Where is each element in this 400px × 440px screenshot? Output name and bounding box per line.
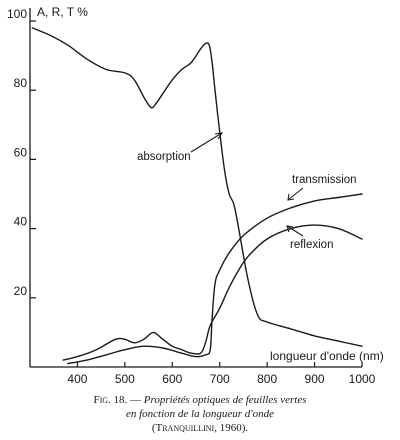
transmission-curve <box>67 193 363 365</box>
x-tick-label-600: 600 <box>162 372 182 386</box>
chart-ticks: 400 500 600 700 800 900 1000 20 40 60 80 100 <box>7 7 376 386</box>
x-tick-label-400: 400 <box>67 372 87 386</box>
y-tick-label-20: 20 <box>14 284 28 298</box>
optical-properties-chart: 400 500 600 700 800 900 1000 20 40 60 80 100 A, R, … <box>7 5 384 386</box>
transmission-label: transmission <box>292 174 357 186</box>
x-tick-label-1000: 1000 <box>349 372 376 386</box>
figure-number: Fig. 18. <box>93 394 128 406</box>
chart-curves <box>31 27 363 365</box>
absorption-arrow <box>190 132 223 153</box>
y-tick-label-80: 80 <box>14 76 28 90</box>
transmission-arrowhead <box>287 193 295 201</box>
y-tick-label-60: 60 <box>14 145 28 159</box>
y-tick-label-100: 100 <box>7 7 27 21</box>
reflexion-label: reflexion <box>290 239 333 251</box>
caption-credit: (Tranquillini, 1960). <box>151 422 249 434</box>
x-tick-label-900: 900 <box>305 372 325 386</box>
series-annotations: absorption transmission reflexion <box>137 132 357 251</box>
caption-line-2: en fonction de la longueur d'onde <box>125 408 275 420</box>
figure-caption: Fig. 18. — Propriétés optiques de feuill… <box>0 393 400 435</box>
chart-axes <box>29 8 362 368</box>
y-axis-label: A, R, T % <box>37 5 88 19</box>
x-tick-label-700: 700 <box>210 372 230 386</box>
x-tick-label-800: 800 <box>257 372 277 386</box>
caption-line-1: Fig. 18. — Propriétés optiques de feuill… <box>0 393 400 407</box>
x-tick-label-500: 500 <box>115 372 135 386</box>
reflexion-arrow <box>286 225 304 237</box>
absorption-label: absorption <box>137 151 191 163</box>
transmission-arrow <box>287 187 304 201</box>
reflexion-arrowhead <box>286 225 294 233</box>
x-axis-label: longueur d'onde (nm) <box>270 349 384 363</box>
absorption-curve <box>31 27 363 347</box>
reflexion-curve <box>62 224 363 361</box>
y-tick-label-40: 40 <box>14 215 28 229</box>
caption-title-1: Propriétés optiques de feuilles vertes <box>143 394 307 406</box>
caption-dash: — <box>127 394 144 406</box>
absorption-arrowhead <box>214 132 224 140</box>
